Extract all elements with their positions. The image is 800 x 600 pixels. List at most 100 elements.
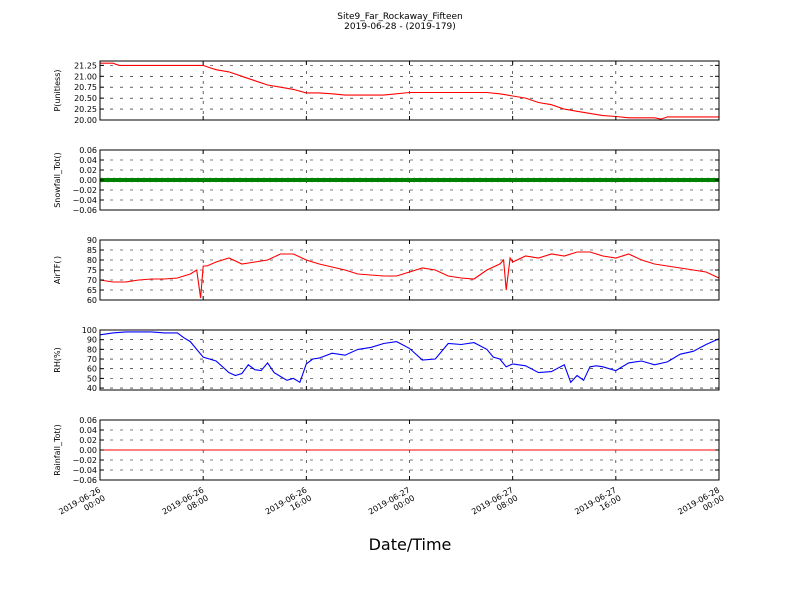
air-temp-series-line <box>99 251 720 299</box>
snowfall-marker <box>363 177 369 183</box>
rel-humidity-grid <box>99 329 720 390</box>
rainfall-ytick-label: −0.04 <box>72 466 97 475</box>
snowfall-marker <box>657 177 663 183</box>
snowfall-ytick-label: 0.06 <box>79 146 97 155</box>
snowfall-marker <box>699 177 705 183</box>
snowfall-marker <box>153 177 159 183</box>
snowfall-marker <box>261 177 267 183</box>
snowfall-marker <box>417 177 423 183</box>
snowfall-marker <box>243 177 249 183</box>
snowfall-marker <box>141 177 147 183</box>
pressure-y-axis-label: P(unitless) <box>53 69 62 111</box>
subplot-snowfall: −0.06−0.04−0.020.000.020.040.06 Snowfall_… <box>53 146 720 215</box>
snowfall-marker <box>111 177 117 183</box>
air-temp-ytick-label: 75 <box>87 266 97 275</box>
figure-title-line2: 2019-06-28 - (2019-179) <box>344 22 456 32</box>
rel-humidity-ytick-label: 70 <box>87 355 97 364</box>
subplot-stack: 20.00 20.25 20.50 20.75 21.00 21.25 P(unitless… <box>53 60 720 485</box>
snowfall-marker <box>519 177 525 183</box>
snowfall-marker <box>651 177 657 183</box>
snowfall-marker <box>489 177 495 183</box>
subplot-rainfall: −0.06−0.04−0.020.000.020.040.06 Rainfall_… <box>53 416 720 485</box>
snowfall-marker <box>537 177 543 183</box>
x-tick-label: 2019-06-2600:00 <box>57 485 106 524</box>
snowfall-ytick-label: 0.04 <box>79 156 97 165</box>
rainfall-ytick-label: 0.04 <box>79 426 97 435</box>
snowfall-ytick-label: 0.00 <box>79 176 97 185</box>
x-tick-label: 2019-06-2708:00 <box>470 485 519 524</box>
snowfall-marker <box>387 177 393 183</box>
snowfall-marker <box>129 177 135 183</box>
snowfall-marker <box>597 177 603 183</box>
snowfall-marker <box>327 177 333 183</box>
air-temp-ytick-label: 65 <box>87 286 97 295</box>
rel-humidity-ytick-label: 90 <box>87 336 97 345</box>
snowfall-marker <box>633 177 639 183</box>
snowfall-marker <box>273 177 279 183</box>
snowfall-marker <box>135 177 141 183</box>
snowfall-marker <box>339 177 345 183</box>
snowfall-marker <box>591 177 597 183</box>
figure-title-line1: Site9_Far_Rockaway_Fifteen <box>337 12 463 22</box>
snowfall-marker <box>285 177 291 183</box>
snowfall-ytick-label: −0.02 <box>72 186 97 195</box>
air-temp-ytick-label: 60 <box>87 296 97 305</box>
snowfall-marker <box>333 177 339 183</box>
snowfall-marker <box>507 177 513 183</box>
x-tick-label: 2019-06-2616:00 <box>264 485 313 524</box>
snowfall-marker <box>303 177 309 183</box>
snowfall-ytick-label: −0.06 <box>72 206 97 215</box>
snowfall-marker <box>573 177 579 183</box>
snowfall-marker <box>255 177 261 183</box>
snowfall-marker <box>429 177 435 183</box>
snowfall-marker <box>711 177 717 183</box>
snowfall-marker <box>147 177 153 183</box>
snowfall-marker <box>225 177 231 183</box>
snowfall-marker <box>459 177 465 183</box>
pressure-ytick-label: 21.25 <box>74 61 97 70</box>
rel-humidity-ytick-label: 40 <box>87 384 97 393</box>
rel-humidity-series-line <box>99 331 720 384</box>
pressure-ytick-label: 20.00 <box>74 116 97 125</box>
snowfall-marker <box>579 177 585 183</box>
snowfall-marker <box>219 177 225 183</box>
snowfall-marker <box>195 177 201 183</box>
snowfall-marker <box>351 177 357 183</box>
snowfall-marker <box>117 177 123 183</box>
snowfall-marker <box>675 177 681 183</box>
snowfall-marker <box>291 177 297 183</box>
snowfall-marker <box>585 177 591 183</box>
snowfall-marker <box>681 177 687 183</box>
snowfall-marker <box>465 177 471 183</box>
rel-humidity-ytick-label: 100 <box>82 326 97 335</box>
snowfall-marker <box>105 177 111 183</box>
snowfall-marker <box>705 177 711 183</box>
pressure-grid <box>99 61 720 121</box>
x-tick-label: 2019-06-2608:00 <box>161 485 210 524</box>
snowfall-marker <box>249 177 255 183</box>
snowfall-marker <box>423 177 429 183</box>
snowfall-marker <box>495 177 501 183</box>
snowfall-marker <box>159 177 165 183</box>
x-tick-label: 2019-06-2700:00 <box>367 485 416 524</box>
air-temp-grid <box>99 239 720 301</box>
snowfall-marker <box>207 177 213 183</box>
x-tick-labels: 2019-06-2600:00 2019-06-2608:00 2019-06-26… <box>57 485 725 524</box>
snowfall-marker <box>213 177 219 183</box>
air-temp-ytick-label: 85 <box>87 246 97 255</box>
rainfall-ytick-label: 0.00 <box>79 446 97 455</box>
snowfall-marker <box>615 177 621 183</box>
air-temp-ytick-label: 80 <box>87 256 97 265</box>
snowfall-marker <box>189 177 195 183</box>
snowfall-marker <box>453 177 459 183</box>
snowfall-marker <box>267 177 273 183</box>
x-tick-label: 2019-06-2716:00 <box>573 485 622 524</box>
snowfall-marker <box>315 177 321 183</box>
pressure-ytick-label: 21.00 <box>74 72 97 81</box>
rainfall-ytick-label: −0.02 <box>72 456 97 465</box>
snowfall-marker <box>123 177 129 183</box>
snowfall-marker <box>183 177 189 183</box>
snowfall-marker <box>639 177 645 183</box>
